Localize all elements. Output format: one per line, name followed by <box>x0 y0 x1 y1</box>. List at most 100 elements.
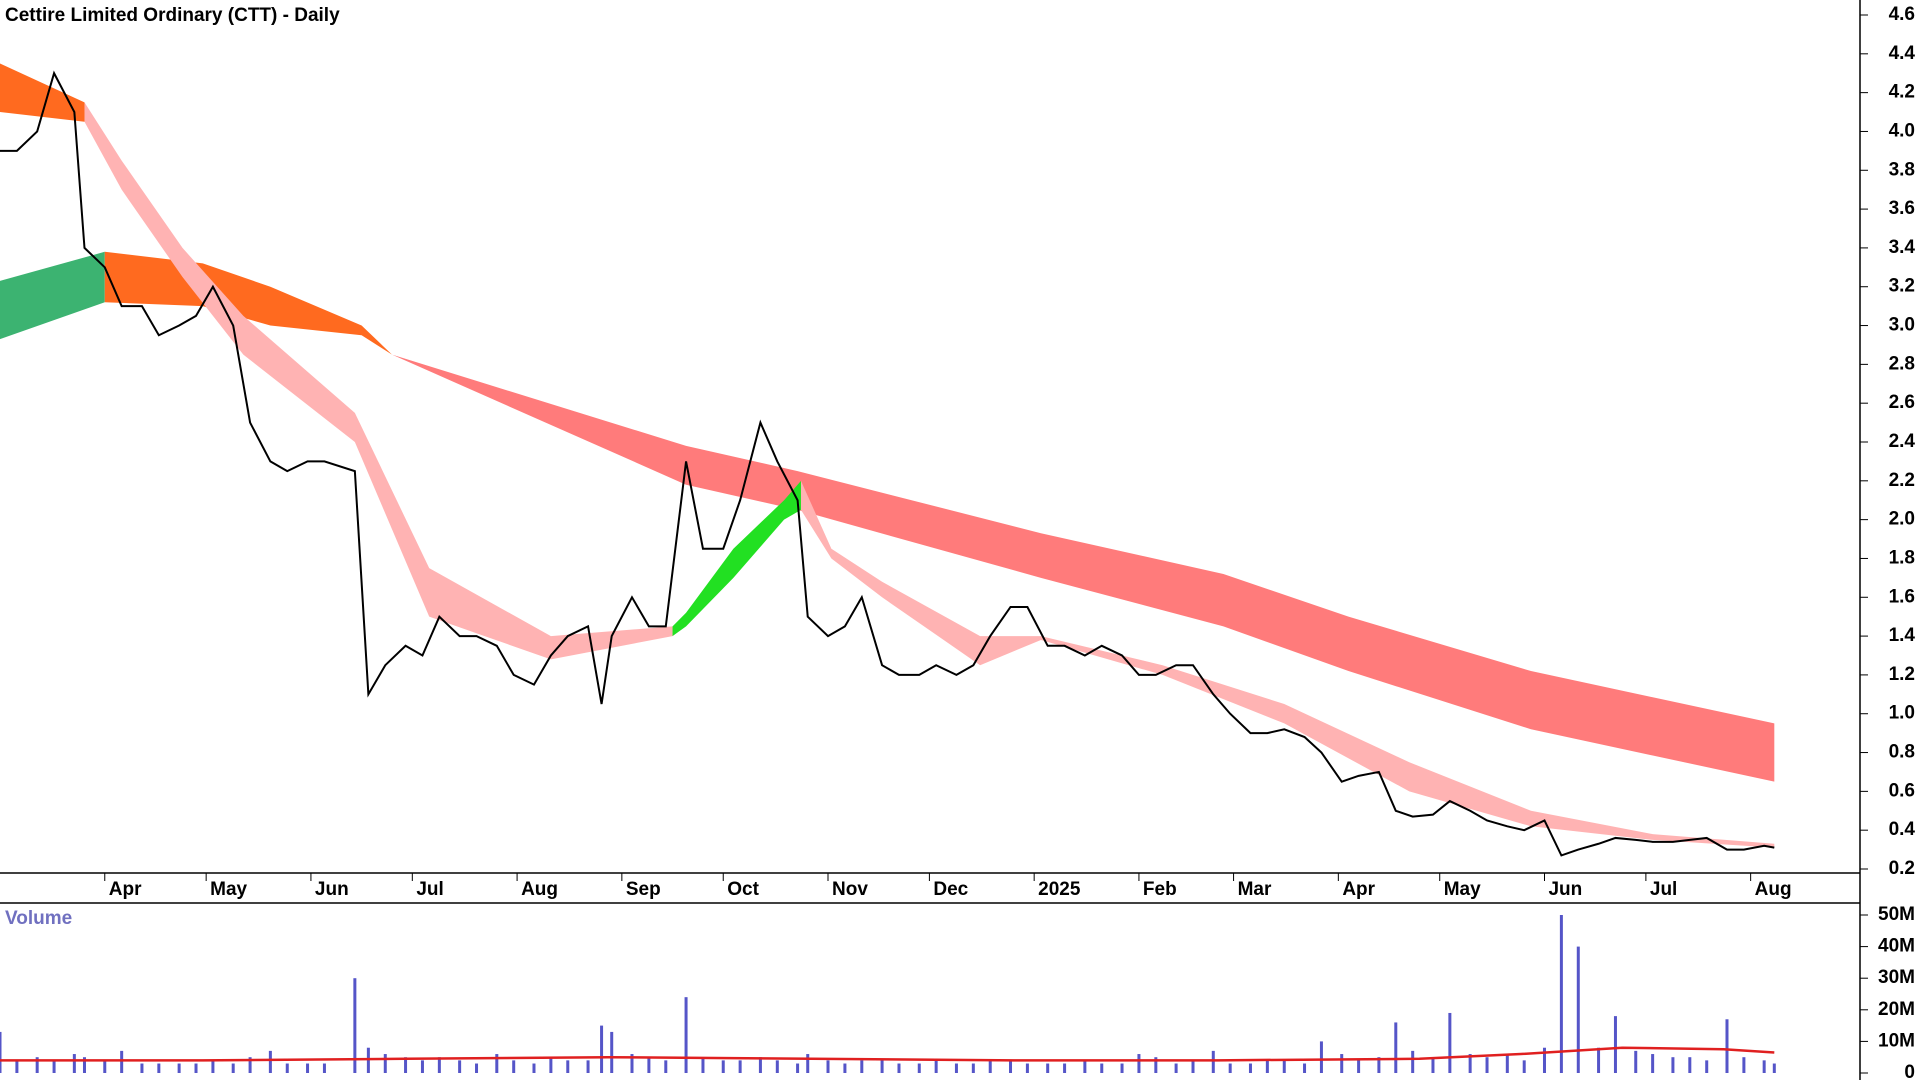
volume-bar <box>1522 1060 1526 1073</box>
volume-average <box>0 1046 1775 1062</box>
volume-bar <box>177 1063 181 1073</box>
volume-bar <box>1634 1050 1638 1073</box>
volume-bar <box>15 1060 19 1073</box>
volume-bar <box>610 1031 614 1073</box>
volume-bar <box>1120 1063 1124 1073</box>
volume-bar <box>35 1057 39 1073</box>
volume-bar <box>495 1054 499 1073</box>
volume-bar <box>1762 1060 1766 1073</box>
volume-bar <box>1063 1063 1067 1073</box>
volume-bar <box>82 1057 86 1073</box>
x-tick-label: Jun <box>315 879 349 900</box>
volume-bar <box>1597 1047 1601 1073</box>
volume-bar <box>420 1060 424 1073</box>
volume-bar <box>1505 1054 1509 1073</box>
volume-bar <box>664 1060 668 1073</box>
band <box>0 251 105 340</box>
volume-bar <box>647 1057 651 1073</box>
volume-bar <box>72 1054 76 1073</box>
volume-bar <box>1448 1012 1452 1073</box>
volume-bar <box>954 1063 958 1073</box>
band <box>84 102 673 660</box>
volume-bar <box>1025 1063 1029 1073</box>
y-tick-label: 1.2 <box>1889 664 1915 685</box>
volume-bar <box>549 1057 553 1073</box>
y-tick-label: 4.0 <box>1889 120 1915 141</box>
volume-bar <box>0 1031 2 1073</box>
volume-bar <box>897 1063 901 1073</box>
volume-bar <box>103 1060 107 1073</box>
x-tick-label: Mar <box>1238 879 1272 900</box>
y-tick-label: 0.8 <box>1889 742 1915 763</box>
band <box>104 251 393 355</box>
y-tick-label: 1.6 <box>1889 586 1915 607</box>
band <box>0 63 85 122</box>
x-tick-label: Oct <box>727 879 759 900</box>
y-tick-label: 3.6 <box>1889 198 1915 219</box>
x-tick-label: Jun <box>1548 879 1582 900</box>
x-tick-label: May <box>1444 879 1481 900</box>
volume-bar <box>1100 1063 1104 1073</box>
volume-bar <box>1559 915 1563 1073</box>
volume-bar <box>353 978 357 1073</box>
y-tick-label: 30M <box>1878 967 1915 988</box>
x-tick-label: Feb <box>1143 879 1177 900</box>
y-tick-label: 2.2 <box>1889 470 1915 491</box>
band <box>392 354 1775 782</box>
y-tick-label: 20M <box>1878 999 1915 1020</box>
y-tick-label: 0.4 <box>1889 819 1916 840</box>
volume-bar <box>1485 1057 1489 1073</box>
volume-bar <box>404 1057 408 1073</box>
y-tick-label: 1.8 <box>1889 547 1915 568</box>
volume-bar <box>566 1060 570 1073</box>
y-tick-label: 2.6 <box>1889 392 1915 413</box>
volume-bar <box>366 1047 370 1073</box>
volume-bar <box>1576 946 1580 1073</box>
volume-bar <box>684 997 688 1073</box>
volume-bar <box>1248 1063 1252 1073</box>
volume-bar <box>1705 1060 1709 1073</box>
volume-bar <box>52 1060 56 1073</box>
y-tick-label: 3.8 <box>1889 159 1915 180</box>
volume-bar <box>988 1060 992 1073</box>
x-tick-label: Aug <box>521 879 558 900</box>
y-tick-label: 2.4 <box>1889 431 1916 452</box>
y-tick-label: 10M <box>1878 1030 1915 1051</box>
volume-bar <box>475 1063 479 1073</box>
volume-bar <box>701 1057 705 1073</box>
volume-bar <box>140 1063 144 1073</box>
volume-title: Volume <box>5 908 72 929</box>
volume-bar <box>248 1057 252 1073</box>
volume-bar <box>1671 1057 1675 1073</box>
volume-bar <box>1137 1054 1141 1073</box>
volume-bar <box>1357 1060 1361 1073</box>
volume-bar <box>934 1060 938 1073</box>
y-tick-label: 4.2 <box>1889 82 1915 103</box>
volume-bar <box>322 1063 326 1073</box>
volume-bar <box>437 1057 441 1073</box>
chart-title: Cettire Limited Ordinary (CTT) - Daily <box>5 5 340 26</box>
y-tick-label: 50M <box>1878 904 1915 925</box>
volume-bar <box>1468 1054 1472 1073</box>
volume-bar <box>826 1060 830 1073</box>
x-tick-label: Jul <box>1650 879 1677 900</box>
volume-bar <box>1191 1060 1195 1073</box>
volume-bar <box>1772 1063 1776 1073</box>
volume-bar <box>306 1063 310 1073</box>
y-tick-label: 3.2 <box>1889 276 1915 297</box>
x-tick-label: Sep <box>626 879 661 900</box>
volume-bar <box>383 1054 387 1073</box>
volume-bar <box>1377 1057 1381 1073</box>
volume-bar <box>458 1060 462 1073</box>
volume-bar <box>157 1063 161 1073</box>
volume-bar <box>775 1060 779 1073</box>
volume-bar <box>586 1060 590 1073</box>
x-tick-label: Jul <box>416 879 443 900</box>
volume-bar <box>1154 1057 1158 1073</box>
volume-bar <box>1319 1041 1323 1073</box>
y-tick-label: 2.8 <box>1889 353 1915 374</box>
volume-bar <box>880 1060 884 1073</box>
volume-bar <box>806 1054 810 1073</box>
x-tick-label: Apr <box>1342 879 1375 900</box>
